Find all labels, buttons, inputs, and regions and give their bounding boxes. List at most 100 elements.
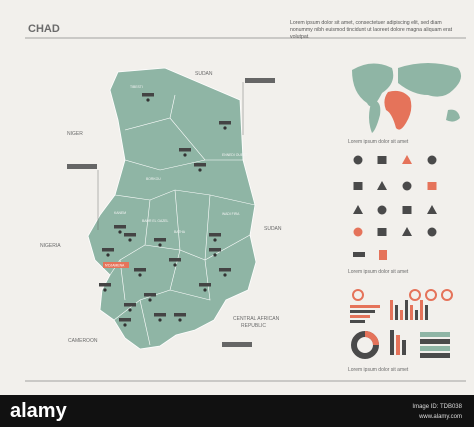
city-label-box (219, 268, 231, 272)
world-shape (352, 63, 394, 107)
icon (379, 250, 387, 260)
footer-bar (0, 395, 474, 427)
title: CHAD (28, 23, 60, 35)
icon (377, 228, 387, 236)
icon (377, 156, 387, 164)
city-label-box (174, 313, 186, 317)
icon (427, 182, 437, 190)
donut-slice (364, 331, 379, 346)
callout-box (222, 342, 252, 347)
neighbor-label: REPUBLIC (241, 323, 266, 329)
neighbor-label: SUDAN (264, 226, 282, 232)
city-marker (198, 168, 202, 172)
city-marker (183, 153, 187, 157)
icon (353, 182, 363, 190)
caption: Lorem ipsum dolor sit amet (348, 139, 409, 145)
neighbor-label: SUDAN (195, 71, 213, 77)
region-label: BORKOU (146, 177, 161, 181)
city-marker (128, 238, 132, 242)
region-label: ENNEDI OUEST (222, 153, 247, 157)
neighbor-label: CAMEROON (68, 338, 98, 344)
neighbor-label: NIGER (67, 131, 83, 137)
icon (402, 227, 412, 236)
city-label-box (124, 233, 136, 237)
callout-box (245, 78, 275, 83)
neighbor-label: NIGERIA (40, 243, 61, 249)
hbar-icon (350, 320, 365, 323)
city-marker (158, 318, 162, 322)
bar-icon (390, 300, 393, 320)
icon (427, 155, 437, 165)
icon (402, 155, 412, 164)
ring-chart (409, 289, 421, 301)
icon (353, 205, 363, 214)
bar-icon (420, 300, 423, 320)
icon (427, 227, 437, 237)
caption: Lorem ipsum dolor sit amet (348, 367, 409, 373)
city-marker (128, 308, 132, 312)
city-label-box (179, 148, 191, 152)
neighbor-label: CENTRAL AFRICAN (233, 316, 280, 322)
footer-url: www.alamy.com (418, 414, 462, 420)
hbar-icon (350, 315, 370, 318)
icon (377, 181, 387, 190)
city-marker (103, 288, 107, 292)
world-shape (369, 100, 381, 133)
city-label-box (194, 163, 206, 167)
ring-chart (352, 289, 364, 301)
capital-label: N'DJAMENA (105, 264, 125, 268)
footer-brand: alamy (10, 400, 68, 422)
arrow-bar (420, 332, 450, 337)
region-borders (109, 94, 256, 346)
icon (377, 205, 387, 215)
world-shape (398, 63, 462, 97)
caption: Lorem ipsum dolor sit amet (348, 269, 409, 275)
world-shape (446, 109, 460, 122)
city-label-box (134, 268, 146, 272)
city-label-box (154, 238, 166, 242)
icon (353, 155, 363, 165)
bar-icon (405, 300, 408, 320)
icon (402, 206, 412, 214)
region-label: WADI FIRA (222, 212, 240, 216)
city-label-box (169, 258, 181, 262)
region-label: KANEM (114, 211, 126, 215)
city-marker (213, 238, 217, 242)
description: Lorem ipsum dolor sit amet, consectetuer… (290, 20, 453, 40)
city-label-box (142, 93, 154, 97)
city-label-box (209, 248, 221, 252)
bar-icon (410, 305, 413, 320)
city-marker (203, 288, 207, 292)
bar-icon (425, 305, 428, 320)
city-marker (173, 263, 177, 267)
hbar-icon (350, 305, 380, 308)
city-marker (138, 273, 142, 277)
column-icon (396, 335, 400, 355)
chad-outline (87, 67, 257, 350)
column-icon (402, 340, 406, 355)
city-label-box (144, 293, 156, 297)
city-marker (223, 273, 227, 277)
column-icon (390, 330, 394, 355)
city-marker (158, 243, 162, 247)
city-marker (146, 98, 150, 102)
footer-id: Image ID: TDB038 (412, 404, 462, 410)
city-label-box (124, 303, 136, 307)
city-label-box (119, 318, 131, 322)
city-label-box (154, 313, 166, 317)
city-label-box (114, 225, 126, 229)
city-label-box (99, 283, 111, 287)
arrow-bar (420, 339, 450, 344)
ring-chart (425, 289, 437, 301)
icon (427, 205, 437, 214)
callout-box (67, 164, 97, 169)
city-marker (213, 253, 217, 257)
city-marker (106, 253, 110, 257)
arrow-bar (420, 346, 450, 351)
arrow-bar (420, 353, 450, 358)
region-label: TIBESTI (130, 85, 143, 89)
region-label: BATHA (174, 230, 186, 234)
city-label-box (199, 283, 211, 287)
